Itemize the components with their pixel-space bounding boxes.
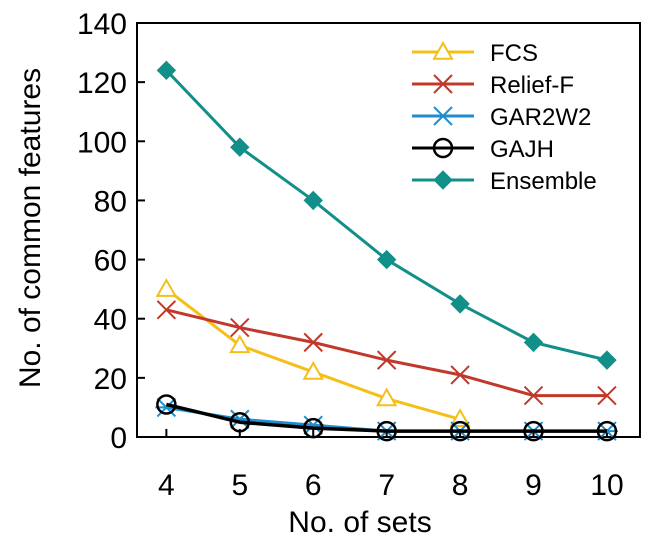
legend-label: Ensemble <box>490 168 597 195</box>
data-point <box>597 385 617 406</box>
y-tick-label: 100 <box>77 126 127 159</box>
legend-item: FCS <box>412 40 538 67</box>
x-tick-label: 10 <box>590 469 623 502</box>
data-point <box>596 420 618 442</box>
data-point <box>450 365 470 385</box>
data-point <box>156 300 177 320</box>
plot-frame <box>136 22 641 438</box>
series-relief-f <box>156 300 617 406</box>
x-tick-label: 4 <box>158 469 175 502</box>
y-tick-label: 120 <box>77 67 127 100</box>
legend-label: GAR2W2 <box>490 104 591 131</box>
series-line <box>165 402 607 433</box>
y-tick-label: 140 <box>77 8 127 41</box>
legend-label: GAJH <box>490 136 554 163</box>
legend-item: GAR2W2 <box>412 104 591 131</box>
data-point <box>230 137 250 157</box>
series-layer <box>155 60 618 442</box>
y-tick-label: 80 <box>94 185 127 218</box>
series-ensemble <box>156 60 617 370</box>
series-gajh <box>156 394 618 442</box>
x-tick-label: 6 <box>305 469 322 502</box>
legend-marker <box>433 74 453 94</box>
series-fcs <box>155 278 471 428</box>
y-axis-label: No. of common features <box>14 68 47 388</box>
legend-label: Relief-F <box>490 72 574 99</box>
data-point <box>376 420 397 442</box>
data-point <box>156 394 177 415</box>
legend-marker <box>433 170 453 190</box>
legend-item: Relief-F <box>412 72 574 99</box>
data-point <box>375 387 398 407</box>
data-point <box>302 417 324 439</box>
data-point <box>523 385 544 406</box>
data-point <box>229 334 251 354</box>
data-point <box>302 360 324 380</box>
legend-marker <box>432 137 454 159</box>
x-tick-label: 8 <box>452 469 469 502</box>
data-point <box>155 278 178 297</box>
data-point <box>229 411 251 433</box>
x-tick-label: 9 <box>525 469 542 502</box>
data-point <box>156 60 177 81</box>
legend-label: FCS <box>490 40 538 67</box>
legend-marker <box>432 40 454 60</box>
x-axis-label: No. of sets <box>288 506 431 539</box>
data-point <box>450 294 470 314</box>
data-point <box>376 249 397 270</box>
legend-item: GAJH <box>412 136 554 163</box>
legend-item: Ensemble <box>412 168 597 195</box>
data-point <box>303 332 323 353</box>
legend-marker <box>432 106 454 126</box>
data-point <box>376 350 397 370</box>
data-point <box>597 350 617 370</box>
legend: FCS Relief-F GAR2W2 GAJH Ensemble <box>412 40 597 195</box>
data-point <box>230 317 250 338</box>
y-tick-label: 0 <box>110 422 127 455</box>
data-point <box>303 190 323 211</box>
data-point <box>523 332 544 353</box>
x-tick-label: 7 <box>378 469 395 502</box>
y-tick-label: 60 <box>94 245 127 278</box>
data-point <box>449 420 471 442</box>
data-point <box>523 420 544 442</box>
y-tick-label: 40 <box>94 304 127 337</box>
x-tick-label: 5 <box>231 469 248 502</box>
series-line <box>165 287 461 421</box>
y-tick-label: 20 <box>94 363 127 396</box>
